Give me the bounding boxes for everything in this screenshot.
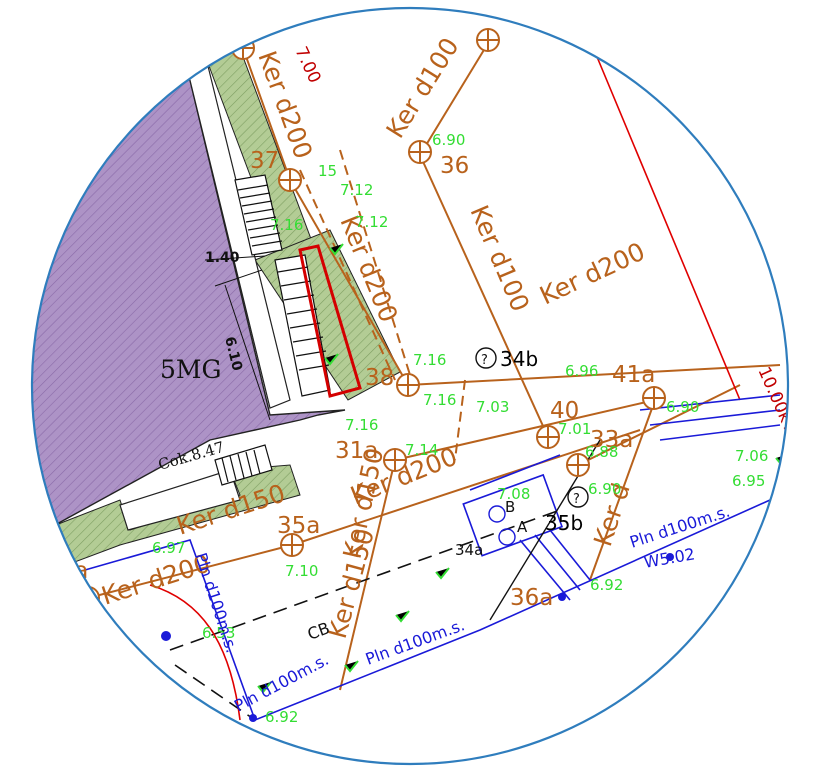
grade-7-10: 7.10 — [285, 562, 318, 580]
grade-7-14: 7.14 — [405, 441, 438, 459]
grade-6-92a: 6.92 — [590, 576, 623, 594]
sewer-lines — [87, 39, 781, 691]
grade-7-16d: 7.16 — [345, 416, 378, 434]
sewer-dashed — [299, 149, 466, 461]
power-line — [589, 39, 741, 401]
grade-6-90b: 6.90 — [666, 398, 699, 416]
marker-34b: 34b — [500, 347, 538, 371]
grade-7-03: 7.03 — [476, 398, 509, 416]
grade-7-16c: 7.16 — [423, 391, 456, 409]
red-frame — [298, 244, 362, 398]
blue-nodes — [161, 553, 674, 722]
grade-6-88: 6.88 — [585, 443, 618, 461]
marker-35b: 35b — [545, 511, 583, 535]
manhole-36: 36 — [440, 153, 469, 179]
dim-140: 1.40 — [205, 250, 240, 266]
grade-marks — [257, 243, 788, 694]
manhole-38: 38 — [365, 365, 394, 391]
driveway — [119, 469, 241, 531]
marker-a: A — [517, 518, 528, 536]
manhole-35a: 35a — [277, 513, 320, 539]
building-label: 5MG — [160, 355, 221, 384]
marker-q2: ? — [573, 492, 580, 507]
marker-q1: ? — [481, 353, 488, 368]
grade-7-12a: 7.12 — [340, 181, 373, 199]
grade-7-08: 7.08 — [497, 485, 530, 503]
dimension-lines — [204, 255, 271, 421]
marker-34a: 34a — [455, 541, 483, 559]
boundary-dashed — [169, 509, 561, 721]
red-curve — [149, 584, 241, 721]
grade-6-90a: 6.90 — [432, 131, 465, 149]
manhole-crosses — [77, 29, 665, 609]
grade-7-01: 7.01 — [558, 420, 591, 438]
manhole-36a: 36a — [510, 585, 553, 611]
grade-7-12b: 7.12 — [355, 213, 388, 231]
manhole-31a: 31a — [335, 438, 378, 464]
grade-6-90c: 6.90 — [588, 480, 621, 498]
grade-6-96: 6.96 — [565, 362, 598, 380]
grade-6-97: 6.97 — [152, 539, 185, 557]
grade-6-53: 6.53 — [202, 624, 235, 642]
grade-6-92b: 6.92 — [265, 708, 298, 726]
map-frame — [30, 6, 790, 766]
manhole-37a: 37a — [45, 558, 88, 584]
marker-b: B — [505, 498, 515, 516]
water-lines — [49, 394, 781, 722]
manhole-37: 37 — [250, 148, 279, 174]
stairs-entrance — [214, 444, 273, 486]
grade-15: 15 — [318, 162, 337, 180]
grade-6-95: 6.95 — [732, 472, 765, 490]
manhole-33a: 33a — [590, 427, 633, 453]
grade-7-16a: 7.16 — [270, 216, 303, 234]
manhole-41a: 41a — [612, 362, 655, 388]
survey-points — [475, 347, 589, 546]
stairs-upper — [234, 174, 283, 256]
grade-7-16b: 7.16 — [413, 351, 446, 369]
grade-7-06: 7.06 — [735, 447, 768, 465]
manhole-40: 40 — [550, 398, 579, 424]
